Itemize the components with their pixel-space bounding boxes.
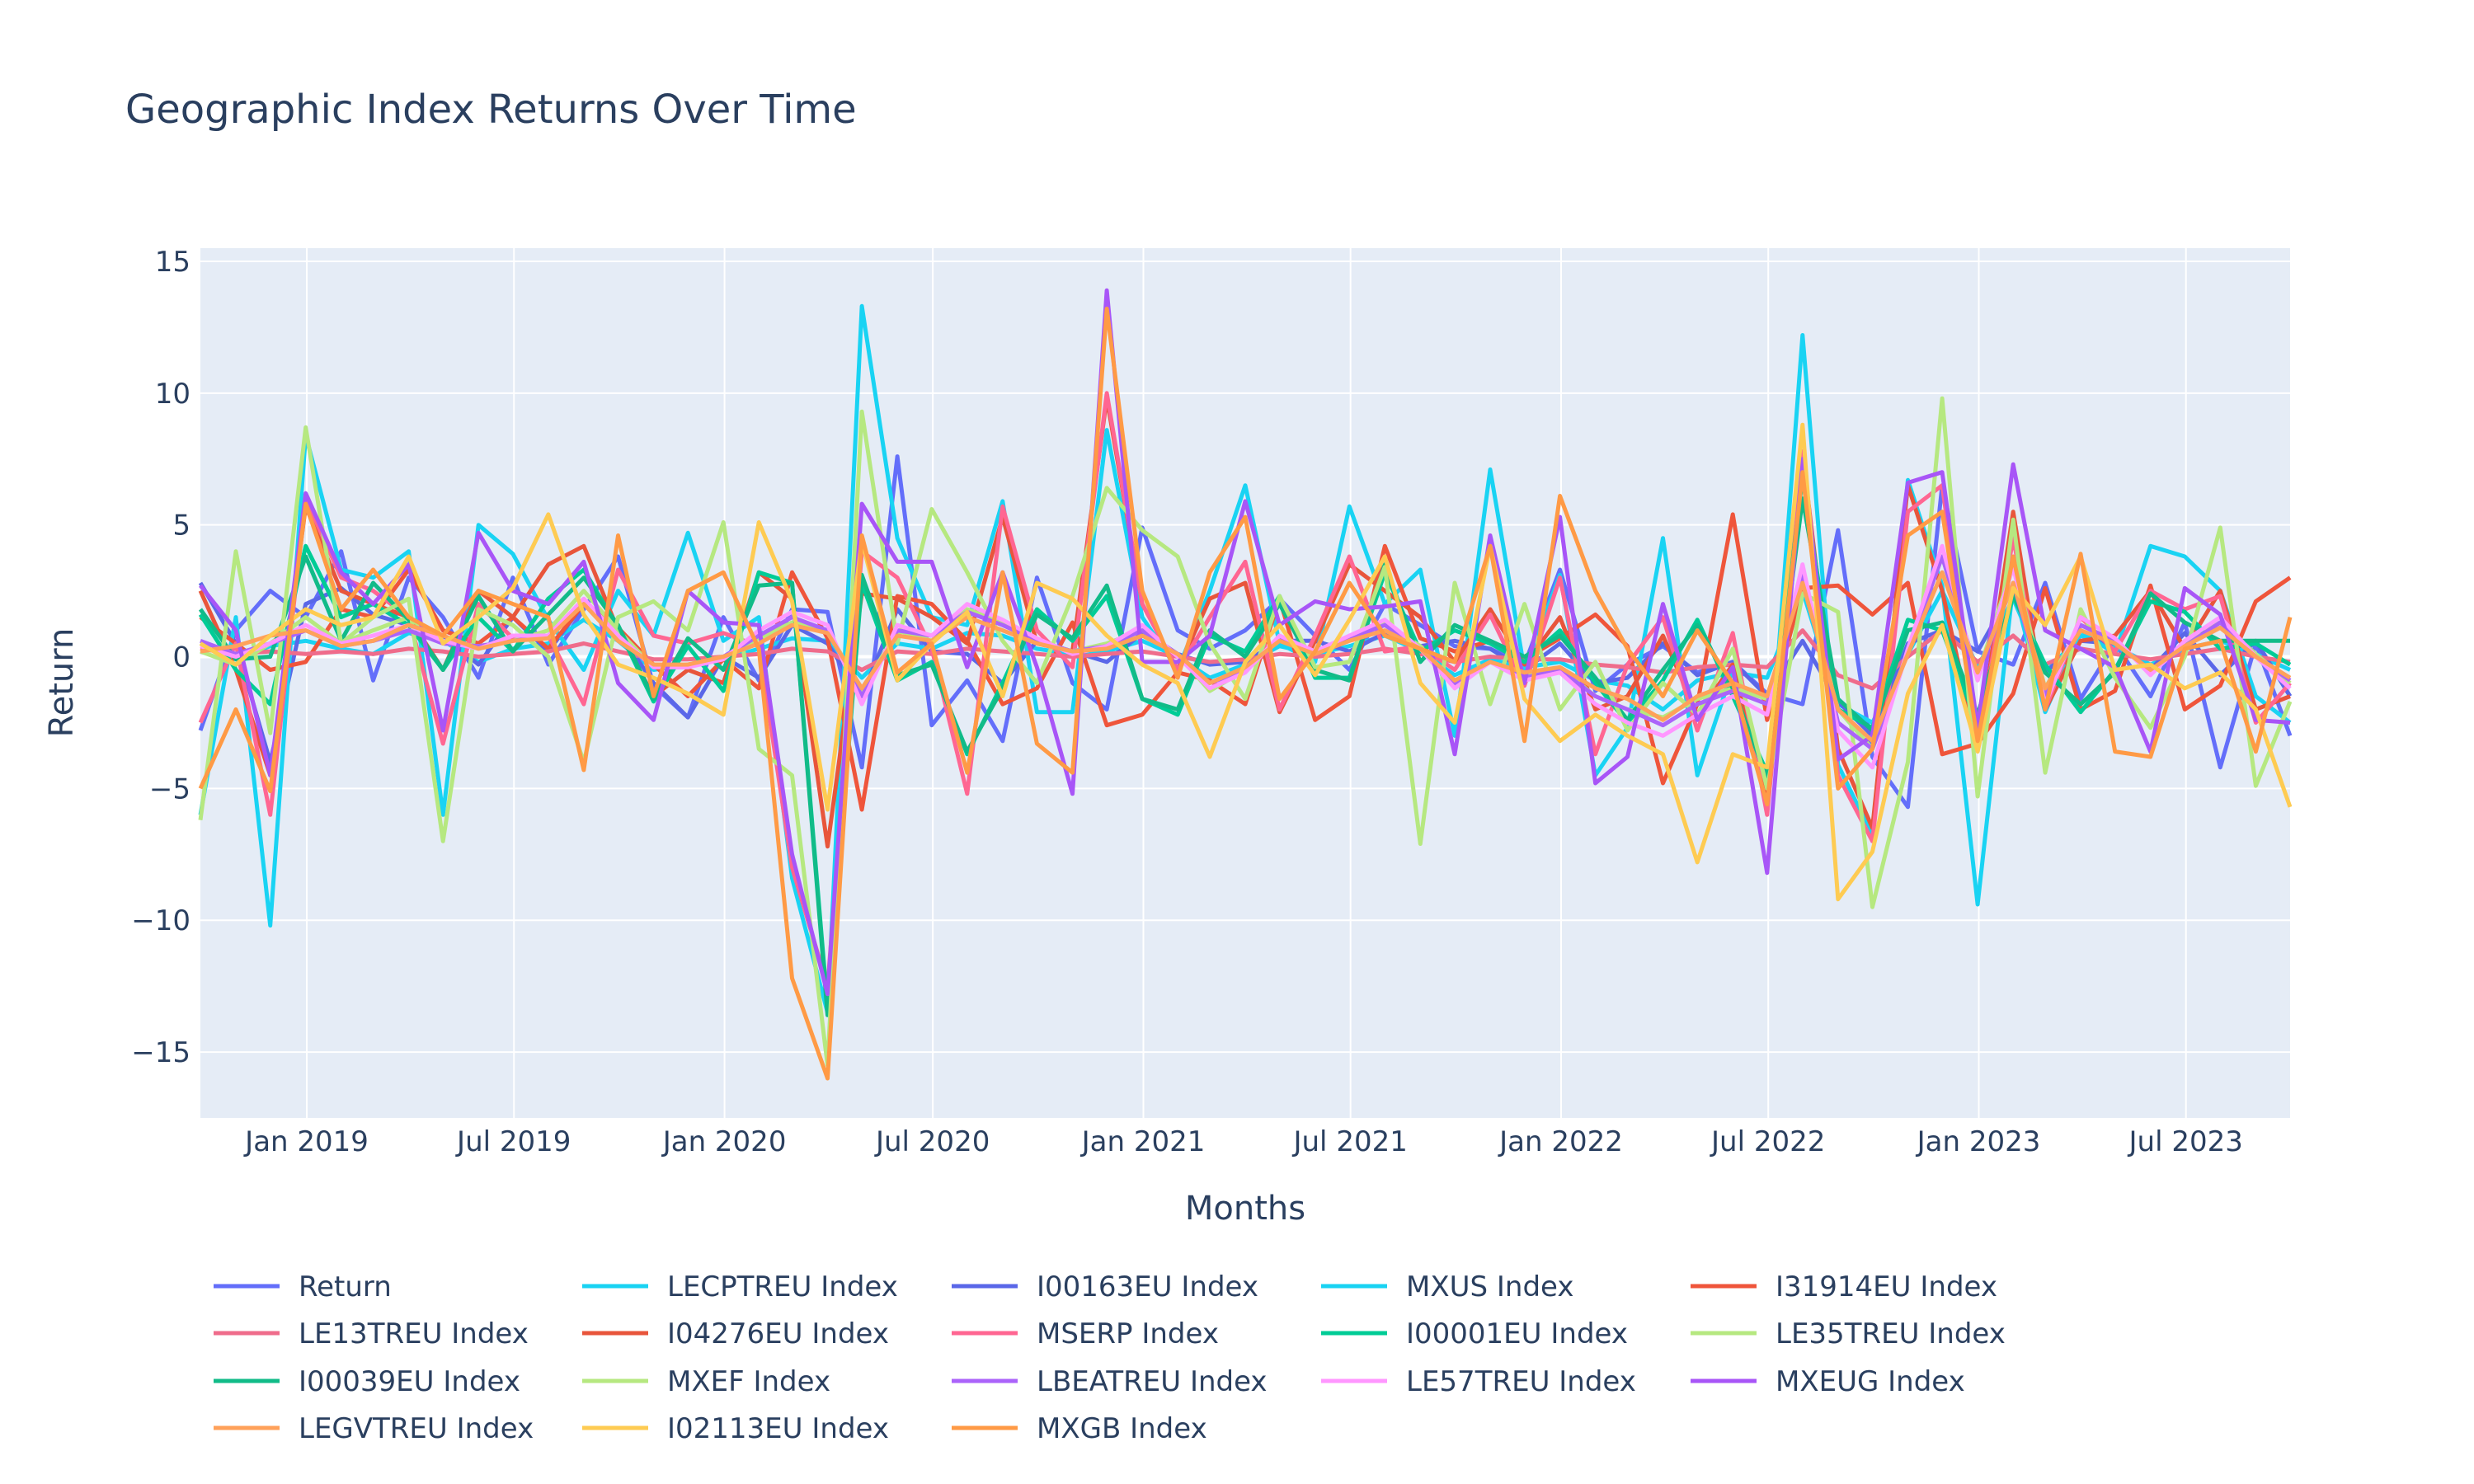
y-axis-title: Return <box>43 628 81 738</box>
legend-label: LE35TREU Index <box>1776 1317 2006 1350</box>
legend-item[interactable]: I00039EU Index <box>214 1365 520 1398</box>
legend-item[interactable]: LECPTREU Index <box>582 1270 898 1303</box>
legend-item[interactable]: Return <box>214 1270 392 1303</box>
legend-label: MSERP Index <box>1037 1317 1219 1350</box>
series-lines <box>198 288 2293 1081</box>
y-tick-label: 10 <box>155 378 190 411</box>
legend-item[interactable]: MXUS Index <box>1321 1270 1574 1303</box>
legend-item[interactable]: I00001EU Index <box>1321 1317 1628 1350</box>
grid-lines <box>200 248 2290 1118</box>
legend-label: I02113EU Index <box>667 1412 889 1445</box>
series-line <box>198 396 2291 849</box>
x-tick-label: Jul 2020 <box>874 1125 990 1158</box>
legend-item[interactable]: LBEATREU Index <box>952 1365 1268 1398</box>
legend-item[interactable]: I00163EU Index <box>952 1270 1258 1303</box>
legend-label: I00001EU Index <box>1406 1317 1628 1350</box>
y-tick-label: −15 <box>131 1036 190 1069</box>
series-line <box>198 396 2293 1068</box>
x-tick-label: Jan 2021 <box>1080 1125 1206 1158</box>
x-tick-label: Jul 2023 <box>2128 1125 2243 1158</box>
legend-label: MXGB Index <box>1037 1412 1207 1445</box>
legend-item[interactable]: I31914EU Index <box>1691 1270 1997 1303</box>
x-tick-label: Jan 2022 <box>1498 1125 1623 1158</box>
series-line <box>199 512 2292 812</box>
x-tick-label: Jan 2019 <box>243 1125 369 1158</box>
x-tick-label: Jul 2022 <box>1710 1125 1825 1158</box>
legend-label: LECPTREU Index <box>667 1270 898 1303</box>
y-tick-label: 5 <box>172 510 190 542</box>
legend-item[interactable]: LE35TREU Index <box>1691 1317 2006 1350</box>
y-tick-label: −5 <box>149 773 190 805</box>
x-tick-labels: Jan 2019 Jul 2019 Jan 2020 Jul 2020 Jan 2021… <box>243 1125 2243 1158</box>
legend-label: Return <box>299 1270 392 1303</box>
legend: Return LECPTREU Index I00163EU Index MXUS I… <box>214 1270 2006 1445</box>
x-tick-label: Jul 2021 <box>1291 1125 1407 1158</box>
x-tick-label: Jan 2020 <box>661 1125 787 1158</box>
y-tick-label: 15 <box>155 246 190 279</box>
legend-item[interactable]: I02113EU Index <box>582 1412 889 1445</box>
y-tick-label: 0 <box>172 641 190 674</box>
legend-label: I00163EU Index <box>1037 1270 1258 1303</box>
legend-label: LE13TREU Index <box>299 1317 529 1350</box>
chart-title: Geographic Index Returns Over Time <box>125 87 857 133</box>
legend-label: MXEF Index <box>667 1365 830 1398</box>
legend-label: LEGVTREU Index <box>299 1412 534 1445</box>
series-line <box>199 422 2293 902</box>
legend-label: I31914EU Index <box>1776 1270 1997 1303</box>
legend-item[interactable]: MSERP Index <box>952 1317 1219 1350</box>
legend-item[interactable]: I04276EU Index <box>582 1317 889 1350</box>
legend-item[interactable]: LEGVTREU Index <box>214 1412 534 1445</box>
x-tick-label: Jul 2019 <box>455 1125 571 1158</box>
legend-label: I04276EU Index <box>667 1317 889 1350</box>
legend-label: MXEUG Index <box>1776 1365 1965 1398</box>
legend-label: LE57TREU Index <box>1406 1365 1636 1398</box>
legend-item[interactable]: MXGB Index <box>952 1412 1207 1445</box>
y-tick-label: −10 <box>131 904 190 937</box>
x-axis-title: Months <box>1185 1190 1305 1228</box>
legend-item[interactable]: LE57TREU Index <box>1321 1365 1636 1398</box>
legend-label: I00039EU Index <box>299 1365 520 1398</box>
legend-item[interactable]: MXEUG Index <box>1691 1365 1965 1398</box>
x-tick-label: Jan 2023 <box>1916 1125 2041 1158</box>
legend-item[interactable]: MXEF Index <box>582 1365 830 1398</box>
y-tick-labels: 15 10 5 0 −5 −10 −15 <box>131 246 190 1069</box>
legend-item[interactable]: LE13TREU Index <box>214 1317 529 1350</box>
series-line <box>199 288 2291 997</box>
series-line <box>198 307 2293 1081</box>
legend-label: MXUS Index <box>1406 1270 1574 1303</box>
legend-label: LBEATREU Index <box>1037 1365 1268 1398</box>
series-line <box>198 496 2290 1017</box>
